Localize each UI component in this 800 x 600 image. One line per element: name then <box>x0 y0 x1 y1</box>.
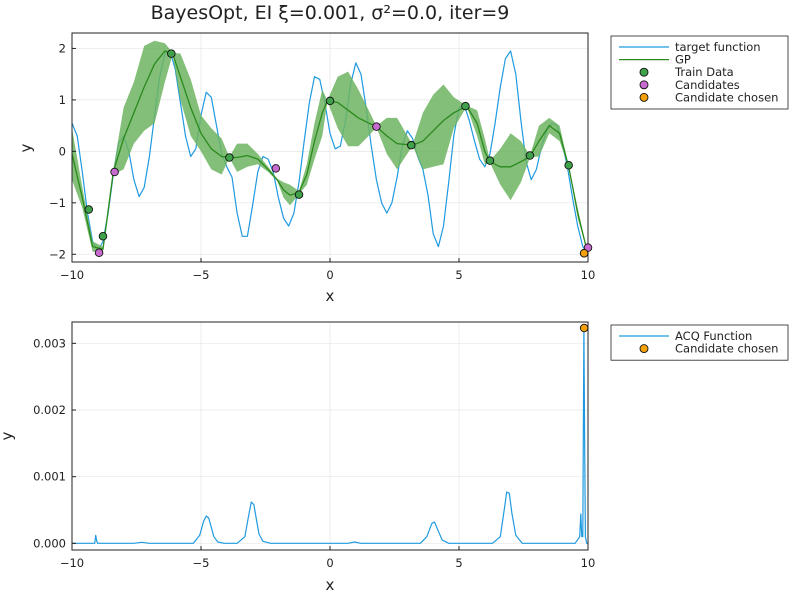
bottom-x-axis-label: x <box>326 576 335 594</box>
legend-label: target function <box>675 40 761 54</box>
train-data-marker <box>167 49 176 58</box>
top-panel: BayesOpt, EI ξ=0.001, σ²=0.0, iter=9 −10… <box>17 2 789 305</box>
train-data-marker <box>407 140 416 150</box>
x-tick-label: −5 <box>193 268 210 282</box>
x-tick-label: 5 <box>455 268 462 282</box>
top-x-axis-label: x <box>326 287 335 305</box>
candidate-chosen-marker <box>579 249 589 258</box>
scatter-layer <box>579 323 589 333</box>
train-data-marker <box>325 96 335 106</box>
legend-marker <box>639 344 649 354</box>
top-plot-area <box>72 40 588 255</box>
y-tick-label: 2 <box>59 41 66 55</box>
legend-marker <box>639 67 649 77</box>
legend-marker <box>639 80 649 90</box>
legend-label: Candidates <box>675 78 740 92</box>
top-chart-title: BayesOpt, EI ξ=0.001, σ²=0.0, iter=9 <box>151 2 510 24</box>
y-tick-label: 0.000 <box>33 536 66 550</box>
y-tick-label: −2 <box>49 247 66 261</box>
candidate-marker <box>271 164 281 173</box>
x-tick-label: 10 <box>581 556 596 570</box>
bottom-plot-area <box>72 327 588 544</box>
train-data-marker <box>294 190 304 199</box>
candidate-chosen-marker <box>579 323 589 333</box>
train-data-marker <box>485 156 495 165</box>
y-tick-label: 0 <box>59 144 66 158</box>
train-data-marker <box>525 151 535 160</box>
legend-label: Candidate chosen <box>675 342 778 356</box>
x-tick-label: 10 <box>581 268 596 282</box>
y-tick-label: 0.003 <box>33 336 66 350</box>
train-data-marker <box>84 205 94 214</box>
train-data-marker <box>225 153 234 162</box>
gp-mean-line <box>72 50 588 255</box>
x-tick-label: 5 <box>455 556 462 570</box>
train-data-marker <box>564 161 573 170</box>
acq-function-line <box>72 327 588 544</box>
y-tick-label: 0.001 <box>33 470 66 484</box>
legend-marker <box>639 92 649 102</box>
bottom-panel: −10 −5 0 5 10 0.000 0.001 0.002 0.003 x y ACQ Fu… <box>0 321 789 594</box>
candidate-marker <box>94 248 104 257</box>
legend-label: GP <box>675 53 691 67</box>
bottom-tick-labels: −10 −5 0 5 10 0.000 0.001 0.002 0.003 <box>33 336 595 570</box>
legend-label: Train Data <box>674 65 734 79</box>
top-y-axis-label: y <box>17 143 35 152</box>
bottom-y-axis-label: y <box>0 431 16 440</box>
x-tick-label: −10 <box>60 556 84 570</box>
x-tick-label: −5 <box>193 556 210 570</box>
y-tick-label: 0.002 <box>33 403 66 417</box>
candidate-marker <box>110 167 119 177</box>
y-tick-label: 1 <box>59 93 66 107</box>
scatter-layer <box>84 49 593 258</box>
x-tick-label: −10 <box>60 268 84 282</box>
legend-box <box>610 324 789 361</box>
bottom-grid <box>71 322 589 550</box>
train-data-marker <box>98 232 108 241</box>
legend-label: ACQ Function <box>675 329 752 343</box>
train-data-marker <box>461 101 470 111</box>
gp-confidence-band <box>72 40 588 255</box>
candidate-marker <box>372 122 381 131</box>
legend-label: Candidate chosen <box>675 90 778 104</box>
x-tick-label: 0 <box>326 268 333 282</box>
y-tick-label: −1 <box>49 196 66 210</box>
x-tick-label: 0 <box>326 556 333 570</box>
